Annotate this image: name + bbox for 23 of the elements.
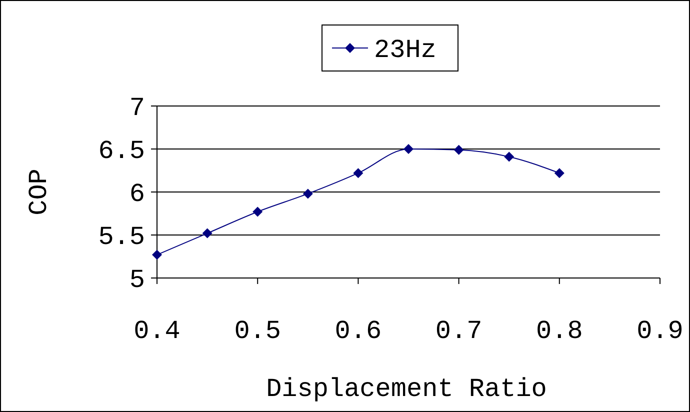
point	[404, 144, 414, 154]
point	[454, 144, 464, 155]
x-tick-label: 0.7	[435, 316, 482, 346]
point	[504, 152, 514, 162]
point	[353, 168, 364, 178]
y-axis-title: COP	[24, 168, 54, 216]
point	[302, 188, 313, 199]
x-tick-label: 0.8	[536, 316, 583, 346]
point	[202, 228, 212, 238]
y-tick-label: 6.5	[98, 136, 145, 166]
x-axis-title: Displacement Ratio	[266, 374, 547, 404]
x-tick-label: 0.4	[134, 316, 180, 346]
x-tick-label: 0.6	[334, 316, 382, 346]
x-tick-label: 0.5	[234, 316, 282, 346]
y-tick-label: 5.5	[98, 222, 145, 252]
legend-label: 23Hz	[374, 35, 436, 66]
point	[152, 250, 162, 260]
y-tick-label: 6	[129, 179, 145, 210]
y-tick-label: 7	[129, 93, 145, 124]
x-tick-label: 0.9	[636, 316, 684, 346]
point	[252, 206, 263, 217]
point	[554, 168, 564, 178]
y-tick-label: 5	[129, 265, 145, 296]
